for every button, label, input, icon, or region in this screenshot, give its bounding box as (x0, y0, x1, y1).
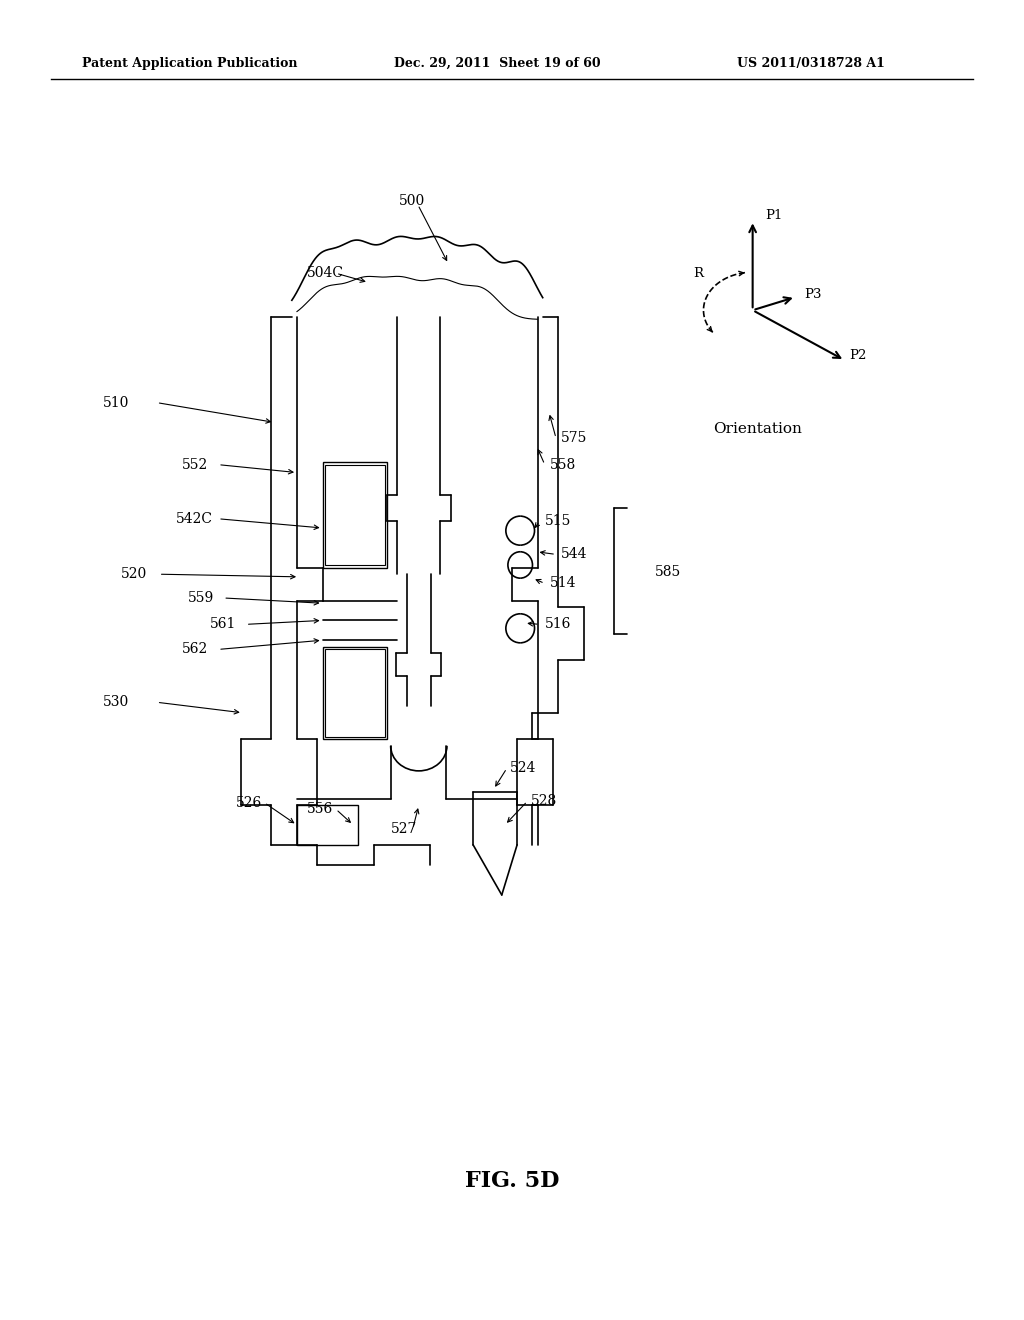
Text: Orientation: Orientation (714, 422, 802, 436)
Text: 552: 552 (182, 458, 209, 471)
Text: 504C: 504C (307, 267, 344, 280)
Bar (323, 462, 387, 568)
Text: 558: 558 (550, 458, 577, 471)
Text: 561: 561 (210, 618, 237, 631)
Text: P1: P1 (765, 209, 782, 222)
Text: 575: 575 (561, 432, 588, 445)
Text: 524: 524 (510, 762, 537, 775)
Text: 516: 516 (545, 618, 571, 631)
Text: US 2011/0318728 A1: US 2011/0318728 A1 (737, 57, 885, 70)
Text: 562: 562 (182, 643, 209, 656)
Text: 544: 544 (561, 548, 588, 561)
Text: 527: 527 (391, 822, 418, 836)
Text: 514: 514 (550, 577, 577, 590)
Text: 500: 500 (399, 194, 426, 207)
Text: P2: P2 (849, 348, 866, 362)
Bar (325, 465, 385, 565)
Text: 510: 510 (102, 396, 129, 409)
Text: Patent Application Publication: Patent Application Publication (82, 57, 297, 70)
Text: 526: 526 (236, 796, 262, 809)
Text: P3: P3 (804, 288, 821, 301)
Text: 585: 585 (655, 565, 682, 578)
Text: 530: 530 (102, 696, 129, 709)
Text: Dec. 29, 2011  Sheet 19 of 60: Dec. 29, 2011 Sheet 19 of 60 (394, 57, 601, 70)
Text: FIG. 5D: FIG. 5D (465, 1171, 559, 1192)
Bar (325, 649, 385, 737)
Text: 515: 515 (545, 515, 571, 528)
Bar (297, 805, 358, 845)
Text: 528: 528 (530, 795, 557, 808)
Bar (323, 647, 387, 739)
Text: 556: 556 (307, 803, 334, 816)
Text: 542C: 542C (176, 512, 213, 525)
Text: 559: 559 (187, 591, 214, 605)
Text: R: R (693, 267, 703, 280)
Text: 520: 520 (121, 568, 147, 581)
